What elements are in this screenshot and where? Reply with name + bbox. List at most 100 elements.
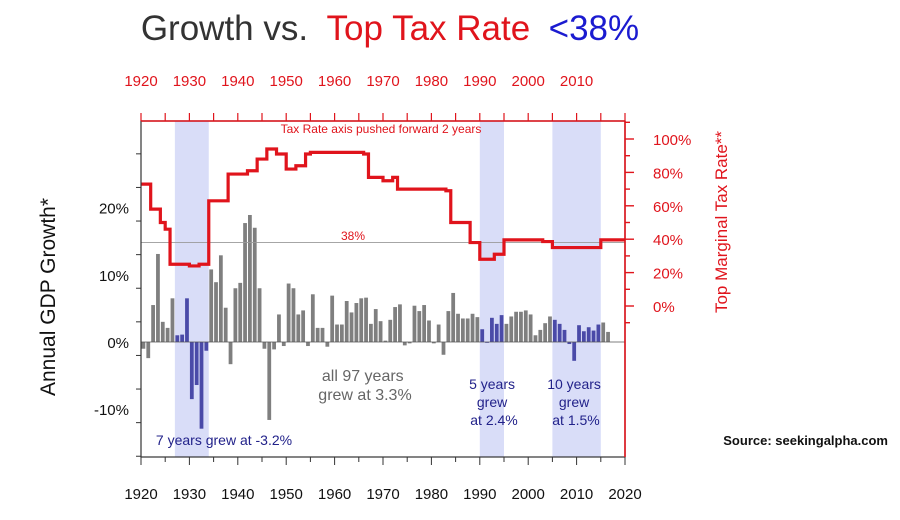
right-axis-title: Top Marginal Tax Rate** [712,131,731,313]
chart-title: Growth vs. Top Tax Rate <38% [141,9,639,48]
gdp-bar-1977 [417,311,422,342]
gdp-bar-1980 [431,342,436,344]
gdp-bar-1978 [422,305,427,342]
gdp-bar-1935 [214,282,218,342]
gdp-bar-1997 [514,311,518,342]
gdp-bar-2015 [601,322,606,342]
gdp-bar-1976 [412,305,417,342]
gdp-bar-1927 [175,335,180,342]
top-axis: 1920 1930 1940 1950 1960 1970 1980 1990 2000 2010 [124,73,626,122]
right-tick-label: 40% [653,232,683,249]
source-credit: Source: seekingalpha.com [723,433,888,448]
gdp-bar-1940 [238,282,243,342]
shaded-periods [174,121,601,457]
gdp-bar-1998 [519,311,523,342]
top-tick-label: 1980 [415,73,448,90]
gdp-bar-1924 [160,321,165,342]
title-top-tax-rate: Top Tax Rate [327,9,531,48]
gdp-bar-1930 [189,342,194,400]
right-tick-label: 100% [653,132,691,149]
bottom-tick-label: 2010 [560,486,593,503]
top-tick-label: 1930 [173,73,206,90]
left-tick-label: -10% [94,402,129,419]
gdp-bar-1944 [257,288,262,342]
gdp-bar-2010 [577,325,581,342]
gdp-bar-2009 [572,342,577,361]
annotation-period3-line2: grew [559,394,590,410]
gdp-bar-1946 [267,342,272,420]
gdp-bar-2011 [581,331,586,342]
gdp-bar-1996 [509,316,514,342]
gdp-bar-1947 [272,342,276,350]
gdp-bar-1968 [373,309,378,342]
bottom-tick-label: 1960 [318,486,351,503]
annotation-threshold-38: 38% [341,229,365,243]
gdp-bar-1943 [252,227,257,342]
gdp-bar-1972 [393,307,397,342]
gdp-bar-1936 [218,255,223,342]
gdp-bar-1971 [388,319,393,342]
gdp-bar-1937 [223,307,228,342]
gdp-bar-1931 [194,342,199,386]
gdp-bar-2004 [548,316,552,342]
top-tick-label: 1960 [318,73,351,90]
gdp-bar-1979 [427,320,431,342]
top-tick-label: 2010 [560,73,593,90]
gdp-bar-1988 [470,313,475,342]
annotation-all-years: all 97 years grew at 3.3% [318,368,411,404]
gdp-bar-1933 [204,342,209,351]
gdp-bar-1938 [228,342,233,365]
gdp-bar-1954 [306,342,310,347]
gdp-bar-1922 [151,305,155,342]
gdp-bar-2013 [591,330,596,342]
gdp-bar-1939 [233,288,238,342]
annotation-period3-line1: 10 years [547,376,601,392]
gdp-bar-1986 [460,318,465,342]
gdp-bar-2008 [567,342,572,345]
gdp-bar-1989 [475,317,480,342]
gdp-bar-1987 [465,318,470,342]
gdp-bar-2000 [528,314,533,342]
top-tick-label: 1970 [366,73,399,90]
left-tick-label: 20% [99,201,129,218]
gdp-bar-1921 [146,342,151,359]
annotation-all-years-line1: all 97 years [322,368,404,385]
bottom-axis: 1920 1930 1940 1950 1960 1970 1980 1990 2000 2010… [124,457,642,503]
gdp-bars [141,214,610,429]
gdp-bar-1928 [180,334,185,342]
gdp-bar-2006 [557,323,562,342]
bottom-tick-label: 1930 [173,486,206,503]
gdp-bar-1969 [378,321,383,342]
gdp-bar-1994 [499,315,504,342]
gdp-bar-1974 [402,342,407,346]
gdp-bar-1984 [451,292,456,342]
gdp-bar-1962 [344,301,349,342]
gdp-bar-1952 [296,314,301,342]
gdp-bar-1967 [369,323,373,342]
left-axis-title: Annual GDP Growth* [37,198,60,396]
gdp-bar-1958 [325,342,330,347]
gdp-bar-1990 [480,329,485,342]
bottom-tick-label: 2020 [608,486,641,503]
annotation-period3-line3: at 1.5% [552,412,599,428]
gdp-bar-1963 [349,312,354,342]
left-axis: -10% 0% 10% 20% [94,153,141,457]
gdp-bar-1973 [398,304,402,342]
bottom-tick-label: 1980 [415,486,448,503]
gdp-bar-1957 [320,327,325,342]
top-tick-label: 2000 [512,73,545,90]
gdp-bar-1995 [504,323,509,342]
gdp-bar-1960 [335,324,339,342]
gdp-bar-1941 [243,223,247,342]
bottom-tick-label: 1940 [221,486,254,503]
annotation-period2-line2: grew [477,394,508,410]
gdp-bar-1983 [446,311,451,342]
gdp-bar-1926 [170,298,175,342]
gdp-bar-1951 [291,288,296,342]
shaded-period-2 [479,121,504,457]
top-tick-label: 1990 [463,73,496,90]
gdp-bar-1970 [383,340,388,342]
gdp-bar-2005 [552,319,557,342]
gdp-bar-1981 [436,324,441,342]
